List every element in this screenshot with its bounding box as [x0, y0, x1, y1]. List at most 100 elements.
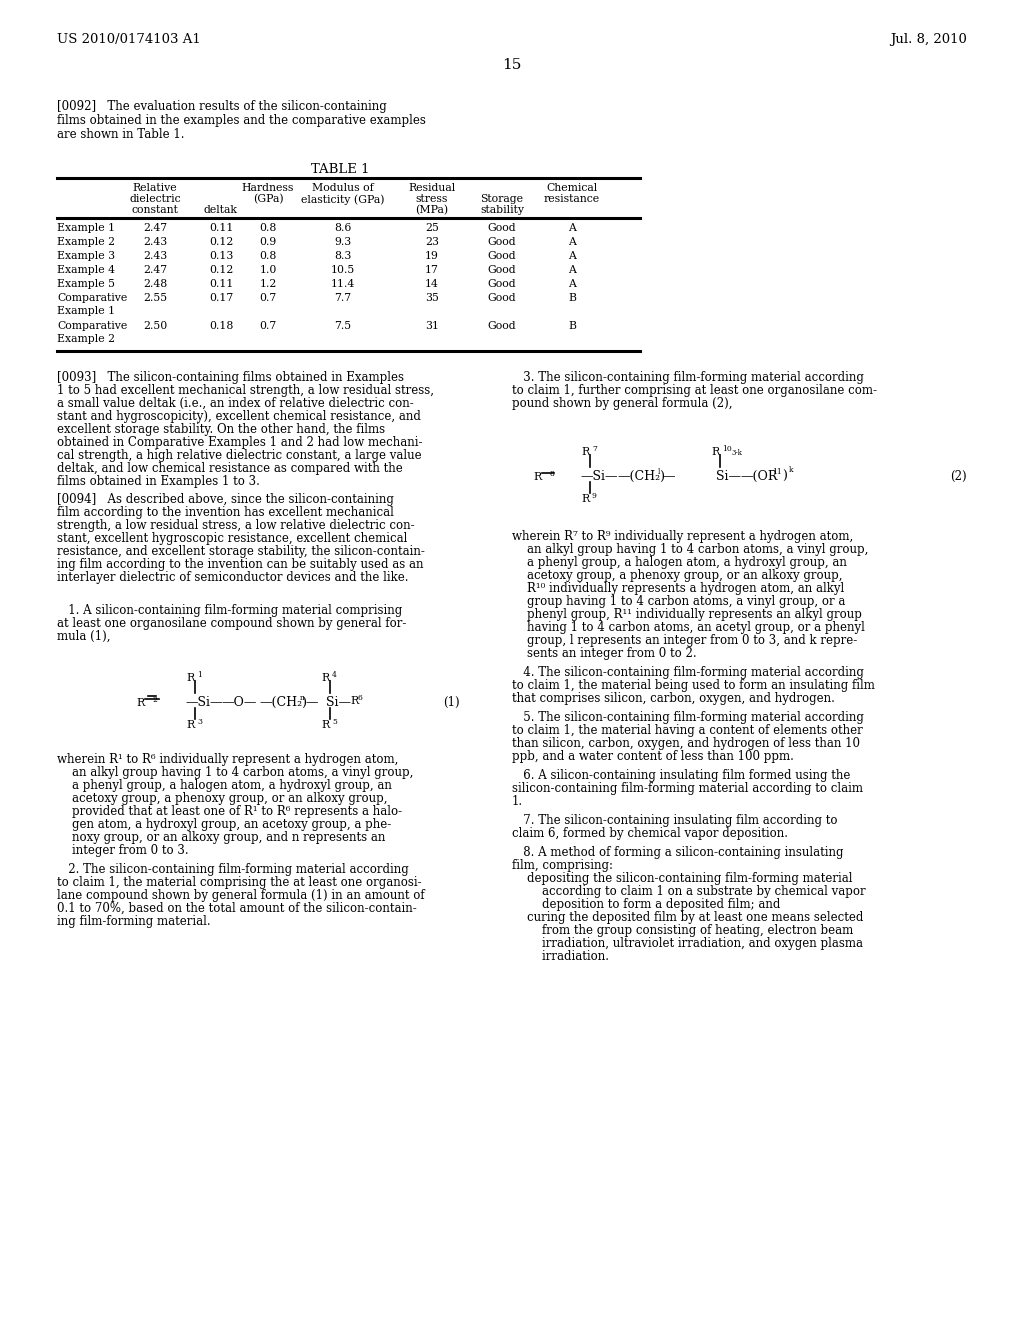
Text: 0.12: 0.12 [209, 238, 233, 247]
Text: stress: stress [416, 194, 449, 205]
Text: group, l represents an integer from 0 to 3, and k repre-: group, l represents an integer from 0 to… [512, 634, 857, 647]
Text: —(OR: —(OR [740, 470, 777, 483]
Text: A: A [568, 251, 575, 261]
Text: 1 to 5 had excellent mechanical strength, a low residual stress,: 1 to 5 had excellent mechanical strength… [57, 384, 434, 397]
Text: 0.1 to 70%, based on the total amount of the silicon-contain-: 0.1 to 70%, based on the total amount of… [57, 902, 417, 915]
Text: a phenyl group, a halogen atom, a hydroxyl group, an: a phenyl group, a halogen atom, a hydrox… [57, 779, 392, 792]
Text: [0094]   As described above, since the silicon-containing: [0094] As described above, since the sil… [57, 492, 394, 506]
Text: 2.43: 2.43 [143, 238, 167, 247]
Text: 2.50: 2.50 [143, 321, 167, 331]
Text: —Si—: —Si— [185, 696, 222, 709]
Text: 2: 2 [152, 696, 157, 704]
Text: Comparative: Comparative [57, 293, 127, 304]
Text: an alkyl group having 1 to 4 carbon atoms, a vinyl group,: an alkyl group having 1 to 4 carbon atom… [512, 543, 868, 556]
Text: 6: 6 [357, 694, 361, 702]
Text: 2. The silicon-containing film-forming material according: 2. The silicon-containing film-forming m… [57, 863, 409, 876]
Text: 0.11: 0.11 [209, 279, 233, 289]
Text: 0.11: 0.11 [209, 223, 233, 234]
Text: irradiation, ultraviolet irradiation, and oxygen plasma: irradiation, ultraviolet irradiation, an… [512, 937, 863, 950]
Text: 3. The silicon-containing film-forming material according: 3. The silicon-containing film-forming m… [512, 371, 864, 384]
Text: dielectric: dielectric [129, 194, 181, 205]
Text: TABLE 1: TABLE 1 [310, 162, 370, 176]
Text: interlayer dielectric of semiconductor devices and the like.: interlayer dielectric of semiconductor d… [57, 572, 409, 583]
Text: than silicon, carbon, oxygen, and hydrogen of less than 10: than silicon, carbon, oxygen, and hydrog… [512, 737, 860, 750]
Text: cal strength, a high relative dielectric constant, a large value: cal strength, a high relative dielectric… [57, 449, 422, 462]
Text: 10.5: 10.5 [331, 265, 355, 275]
Text: Example 2: Example 2 [57, 238, 115, 247]
Text: 4. The silicon-containing film-forming material according: 4. The silicon-containing film-forming m… [512, 667, 864, 678]
Text: noxy group, or an alkoxy group, and n represents an: noxy group, or an alkoxy group, and n re… [57, 832, 385, 843]
Text: —(CH₂): —(CH₂) [617, 470, 665, 483]
Text: Hardness: Hardness [242, 183, 294, 193]
Text: stability: stability [480, 205, 524, 215]
Text: from the group consisting of heating, electron beam: from the group consisting of heating, el… [512, 924, 853, 937]
Text: 15: 15 [503, 58, 521, 73]
Text: —(CH₂): —(CH₂) [259, 696, 307, 709]
Text: deposition to form a deposited film; and: deposition to form a deposited film; and [512, 898, 780, 911]
Text: 8.3: 8.3 [334, 251, 351, 261]
Text: resistance, and excellent storage stability, the silicon-contain-: resistance, and excellent storage stabil… [57, 545, 425, 558]
Text: 0.12: 0.12 [209, 265, 233, 275]
Text: Example 4: Example 4 [57, 265, 115, 275]
Text: Jul. 8, 2010: Jul. 8, 2010 [890, 33, 967, 46]
Text: 17: 17 [425, 265, 439, 275]
Text: Storage: Storage [480, 194, 523, 205]
Text: 2.47: 2.47 [143, 265, 167, 275]
Text: 4: 4 [332, 671, 337, 678]
Text: 0.7: 0.7 [259, 293, 276, 304]
Text: stant, excellent hygroscopic resistance, excellent chemical: stant, excellent hygroscopic resistance,… [57, 532, 408, 545]
Text: 1. A silicon-containing film-forming material comprising: 1. A silicon-containing film-forming mat… [57, 605, 402, 616]
Text: A: A [568, 279, 575, 289]
Text: Modulus of: Modulus of [312, 183, 374, 193]
Text: B: B [568, 293, 575, 304]
Text: to claim 1, the material having a content of elements other: to claim 1, the material having a conten… [512, 723, 863, 737]
Text: gen atom, a hydroxyl group, an acetoxy group, a phe-: gen atom, a hydroxyl group, an acetoxy g… [57, 818, 391, 832]
Text: 11.4: 11.4 [331, 279, 355, 289]
Text: 11: 11 [772, 469, 781, 477]
Text: 23: 23 [425, 238, 439, 247]
Text: that comprises silicon, carbon, oxygen, and hydrogen.: that comprises silicon, carbon, oxygen, … [512, 692, 835, 705]
Text: 3-k: 3-k [732, 449, 742, 457]
Text: 3: 3 [197, 718, 202, 726]
Text: acetoxy group, a phenoxy group, or an alkoxy group,: acetoxy group, a phenoxy group, or an al… [512, 569, 843, 582]
Text: (2): (2) [950, 470, 967, 483]
Text: ing film-forming material.: ing film-forming material. [57, 915, 211, 928]
Text: Good: Good [487, 279, 516, 289]
Text: ): ) [782, 470, 786, 483]
Text: 0.7: 0.7 [259, 321, 276, 331]
Text: R: R [582, 494, 590, 504]
Text: acetoxy group, a phenoxy group, or an alkoxy group,: acetoxy group, a phenoxy group, or an al… [57, 792, 387, 805]
Text: ing film according to the invention can be suitably used as an: ing film according to the invention can … [57, 558, 424, 572]
Text: Example 5: Example 5 [57, 279, 115, 289]
Text: A: A [568, 238, 575, 247]
Text: R: R [322, 719, 330, 730]
Text: 2.55: 2.55 [143, 293, 167, 304]
Text: Comparative: Comparative [57, 321, 127, 331]
Text: 1.: 1. [512, 795, 523, 808]
Text: stant and hygroscopicity), excellent chemical resistance, and: stant and hygroscopicity), excellent che… [57, 411, 421, 422]
Text: 25: 25 [425, 223, 439, 234]
Text: films obtained in Examples 1 to 3.: films obtained in Examples 1 to 3. [57, 475, 260, 488]
Text: k: k [790, 466, 794, 474]
Text: Example 2: Example 2 [57, 334, 115, 345]
Text: resistance: resistance [544, 194, 600, 205]
Text: according to claim 1 on a substrate by chemical vapor: according to claim 1 on a substrate by c… [512, 884, 865, 898]
Text: claim 6, formed by chemical vapor deposition.: claim 6, formed by chemical vapor deposi… [512, 828, 788, 840]
Text: R: R [350, 696, 358, 706]
Text: wherein R⁷ to R⁹ individually represent a hydrogen atom,: wherein R⁷ to R⁹ individually represent … [512, 531, 853, 543]
Text: 5. The silicon-containing film-forming material according: 5. The silicon-containing film-forming m… [512, 711, 864, 723]
Text: group having 1 to 4 carbon atoms, a vinyl group, or a: group having 1 to 4 carbon atoms, a viny… [512, 595, 846, 609]
Text: (GPa): (GPa) [253, 194, 284, 205]
Text: films obtained in the examples and the comparative examples: films obtained in the examples and the c… [57, 114, 426, 127]
Text: R¹⁰ individually represents a hydrogen atom, an alkyl: R¹⁰ individually represents a hydrogen a… [512, 582, 844, 595]
Text: deltak: deltak [204, 205, 238, 215]
Text: at least one organosilane compound shown by general for-: at least one organosilane compound shown… [57, 616, 407, 630]
Text: ppb, and a water content of less than 100 ppm.: ppb, and a water content of less than 10… [512, 750, 794, 763]
Text: R: R [322, 673, 330, 682]
Text: film according to the invention has excellent mechanical: film according to the invention has exce… [57, 506, 394, 519]
Text: integer from 0 to 3.: integer from 0 to 3. [57, 843, 188, 857]
Text: 0.13: 0.13 [209, 251, 233, 261]
Text: 2.43: 2.43 [143, 251, 167, 261]
Text: irradiation.: irradiation. [512, 950, 609, 964]
Text: constant: constant [131, 205, 178, 215]
